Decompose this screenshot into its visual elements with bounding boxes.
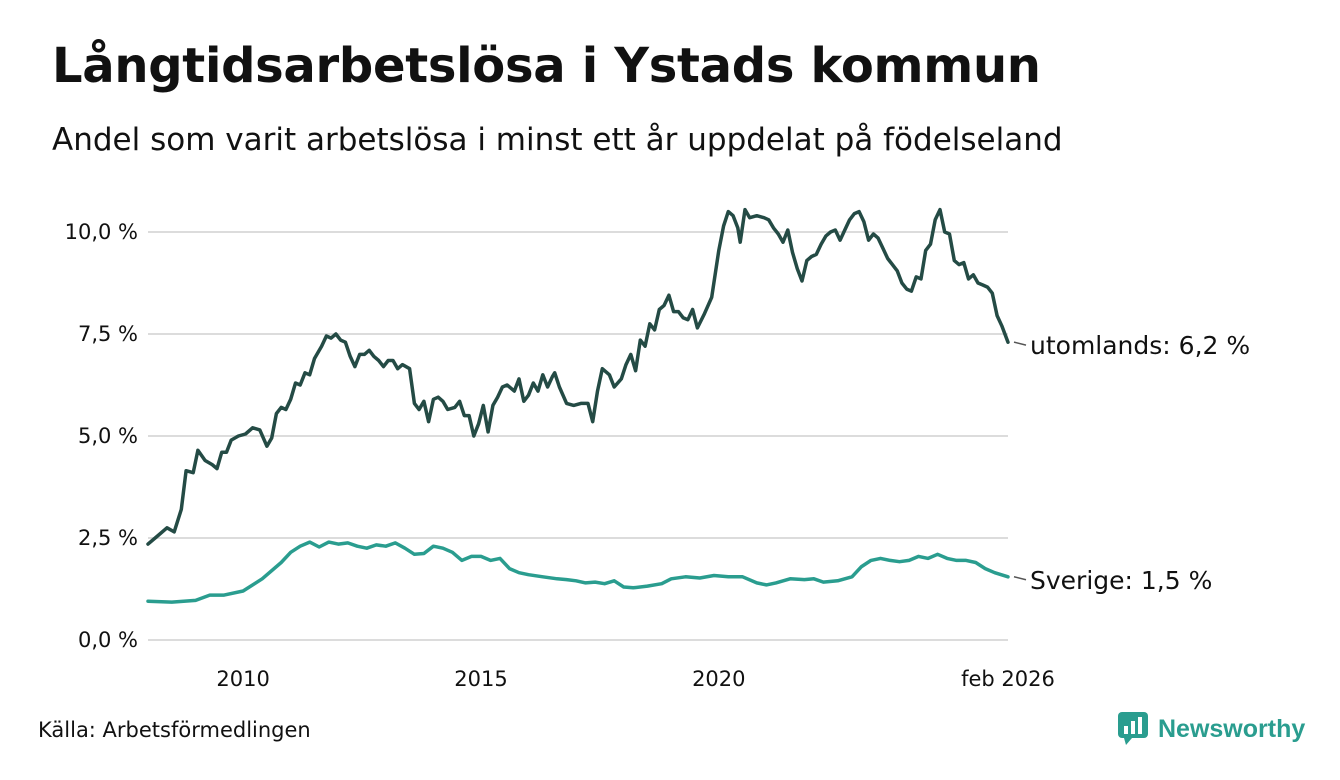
series-lines bbox=[146, 207, 1010, 604]
y-tick-label: 2,5 % bbox=[78, 526, 138, 550]
newsworthy-logo-icon bbox=[1118, 712, 1148, 745]
label-connector-utomlands bbox=[1013, 341, 1027, 346]
brand-name: Newsworthy bbox=[1158, 714, 1306, 743]
series-line-sverige bbox=[146, 540, 1010, 604]
series-line-utomlands bbox=[146, 207, 1010, 546]
y-axis: 0,0 % 2,5 % 5,0 % 7,5 % 10,0 % bbox=[65, 220, 138, 652]
x-tick-label: 2015 bbox=[454, 667, 507, 691]
series-label-sverige: Sverige: 1,5 % bbox=[1030, 566, 1212, 595]
chart-title: Långtidsarbetslösa i Ystads kommun bbox=[52, 38, 1041, 94]
grid-lines bbox=[148, 231, 1008, 641]
x-tick-label: feb 2026 bbox=[961, 667, 1055, 691]
x-tick-label: 2010 bbox=[216, 667, 269, 691]
source-note: Källa: Arbetsförmedlingen bbox=[38, 718, 311, 742]
series-labels: utomlands: 6,2 % Sverige: 1,5 % bbox=[1013, 331, 1250, 595]
label-connector-sverige bbox=[1013, 576, 1027, 581]
chart-subtitle: Andel som varit arbetslösa i minst ett å… bbox=[52, 122, 1063, 158]
y-tick-label: 7,5 % bbox=[78, 322, 138, 346]
series-label-utomlands: utomlands: 6,2 % bbox=[1030, 331, 1250, 360]
y-tick-label: 5,0 % bbox=[78, 424, 138, 448]
line-chart: 0,0 % 2,5 % 5,0 % 7,5 % 10,0 % 2010 2015 2020 f… bbox=[65, 207, 1250, 691]
brand-logo: Newsworthy bbox=[1118, 712, 1305, 746]
y-tick-label: 0,0 % bbox=[78, 628, 138, 652]
y-tick-label: 10,0 % bbox=[65, 220, 138, 244]
x-axis: 2010 2015 2020 feb 2026 bbox=[216, 667, 1054, 691]
x-tick-label: 2020 bbox=[692, 667, 745, 691]
